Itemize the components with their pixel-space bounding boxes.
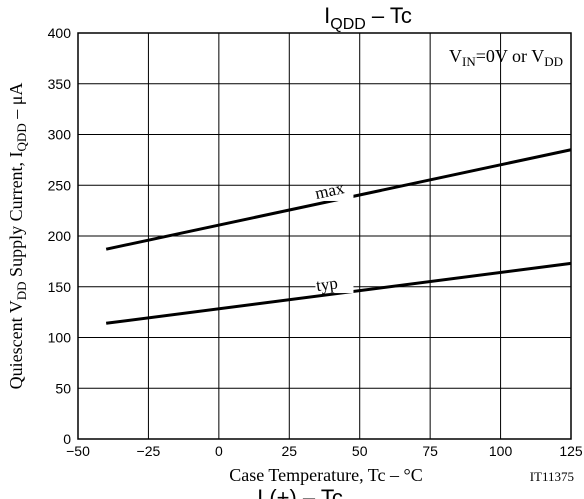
y-label-sub1: DD xyxy=(14,281,29,300)
y-tick-label: 150 xyxy=(48,279,72,295)
y-tick-label: 350 xyxy=(48,76,72,92)
condition-sub2: DD xyxy=(544,54,563,69)
x-tick-labels: −50 −25 0 25 50 75 100 125 xyxy=(66,443,583,459)
chart-title: IQDD – Tc xyxy=(324,3,412,33)
figure-code: IT11375 xyxy=(530,469,574,484)
x-axis-label: Case Temperature, Tc – °C xyxy=(229,465,422,485)
x-tick-label: −25 xyxy=(137,443,161,459)
x-tick-label: 25 xyxy=(281,443,297,459)
y-tick-label: 100 xyxy=(48,330,72,346)
x-tick-label: −50 xyxy=(66,443,90,459)
series-label-typ: typ xyxy=(315,273,339,295)
y-label-part2: Supply Current, I xyxy=(6,151,26,281)
x-tick-label: 100 xyxy=(489,443,513,459)
condition-part2: =0V or V xyxy=(476,46,545,66)
bottom-cut-text: I (+) – Tc xyxy=(257,485,343,499)
series-label-gap xyxy=(315,285,354,294)
condition-label: VIN=0V or VDD xyxy=(449,46,563,69)
y-tick-labels: 0 50 100 150 200 250 300 350 400 xyxy=(48,25,72,447)
chart-title-rest: – Tc xyxy=(366,3,412,28)
x-tick-label: 75 xyxy=(422,443,438,459)
x-tick-label: 125 xyxy=(559,443,583,459)
chart-title-main: I xyxy=(324,3,330,28)
x-tick-label: 0 xyxy=(215,443,223,459)
y-tick-label: 400 xyxy=(48,25,72,41)
y-tick-label: 50 xyxy=(55,380,71,396)
plot-frame xyxy=(77,32,572,440)
y-tick-label: 300 xyxy=(48,127,72,143)
condition-sub1: IN xyxy=(462,54,476,69)
y-tick-label: 200 xyxy=(48,228,72,244)
chart-title-sub: QDD xyxy=(330,16,366,33)
condition-part1: V xyxy=(449,46,462,66)
series-label-gap xyxy=(315,192,354,201)
y-label-part1: Quiescent V xyxy=(6,300,26,389)
y-axis-label: Quiescent VDD Supply Current, IQDD – μA xyxy=(6,83,29,390)
x-tick-label: 50 xyxy=(352,443,368,459)
y-label-sub2: QDD xyxy=(14,123,29,151)
y-tick-label: 0 xyxy=(63,431,71,447)
y-label-part3: – μA xyxy=(6,83,26,124)
grid xyxy=(77,32,572,440)
series-line-typ xyxy=(105,261,572,325)
y-tick-label: 250 xyxy=(48,177,72,193)
